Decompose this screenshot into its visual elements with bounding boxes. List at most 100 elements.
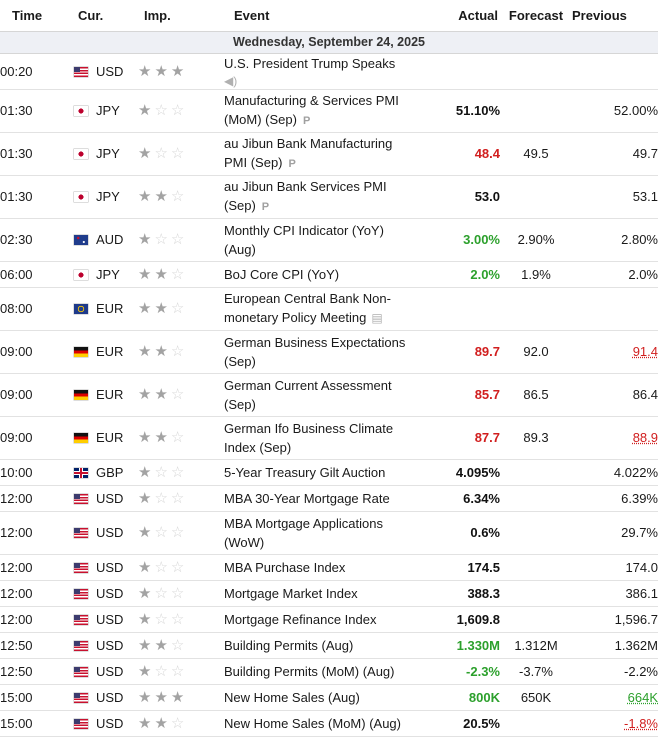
event-name-cell[interactable]: BoJ Core CPI (YoY) [224, 261, 412, 288]
event-name[interactable]: European Central Bank Non-monetary Polic… [224, 291, 391, 325]
star-icon: ☆ [170, 429, 185, 446]
event-currency: USD [74, 554, 138, 581]
event-name[interactable]: MBA Purchase Index [224, 559, 346, 575]
header-event[interactable]: Event [224, 0, 412, 32]
event-row[interactable]: 00:20 USD ★ ★ ★ U.S. President Trump Speaks ◀) [0, 53, 658, 90]
event-importance: ★ ★ ☆ [138, 632, 224, 659]
previous-value: 52.00% [613, 103, 658, 118]
event-row[interactable]: 15:00 USD ★ ★ ☆ New Home Sales (MoM) (Aug) 20.… [0, 710, 658, 737]
event-name[interactable]: Mortgage Market Index [224, 585, 358, 601]
event-time: 01:30 [0, 89, 74, 133]
event-name[interactable]: au Jibun Bank Manufacturing PMI (Sep) [224, 135, 393, 170]
event-row[interactable]: 01:30 JPY ★ ★ ☆ au Jibun Bank Services PMI (S… [0, 175, 658, 219]
event-row[interactable]: 08:00 EUR ★ ★ ☆ European Central Bank Non-mon… [0, 287, 658, 331]
event-name-cell[interactable]: European Central Bank Non-monetary Polic… [224, 287, 412, 331]
event-name-cell[interactable]: German Business Expectations (Sep) [224, 330, 412, 374]
star-icon: ★ [154, 188, 168, 205]
event-name-cell[interactable]: au Jibun Bank Services PMI (Sep) P [224, 175, 412, 219]
event-name[interactable]: 5-Year Treasury Gilt Auction [224, 464, 386, 480]
event-name[interactable]: U.S. President Trump Speaks [224, 55, 396, 71]
event-name-cell[interactable]: Manufacturing & Services PMI (MoM) (Sep)… [224, 89, 412, 133]
star-icon: ★ [138, 265, 152, 283]
event-name-cell[interactable]: Building Permits (Aug) [224, 632, 412, 659]
star-icon: ★ [138, 688, 152, 706]
event-name-cell[interactable]: MBA 30-Year Mortgage Rate [224, 485, 412, 512]
header-actual[interactable]: Actual [412, 0, 500, 32]
event-time: 12:50 [0, 658, 74, 685]
event-row[interactable]: 12:00 USD ★ ☆ ☆ Mortgage Market Index 388.3 386… [0, 580, 658, 607]
event-name[interactable]: New Home Sales (Aug) [224, 689, 360, 705]
header-forecast[interactable]: Forecast [500, 0, 572, 32]
star-icon: ★ [154, 300, 168, 317]
event-name[interactable]: German Current Assessment (Sep) [224, 377, 392, 412]
event-previous: 86.4 [572, 373, 658, 417]
event-name[interactable]: New Home Sales (MoM) (Aug) [224, 715, 401, 731]
event-row[interactable]: 09:00 EUR ★ ★ ☆ German Ifo Business Climate I… [0, 416, 658, 460]
event-name-cell[interactable]: U.S. President Trump Speaks ◀) [224, 53, 412, 90]
event-name-cell[interactable]: MBA Mortgage Applications (WoW) [224, 511, 412, 555]
event-row[interactable]: 12:00 USD ★ ☆ ☆ MBA Purchase Index 174.5 174.0 [0, 554, 658, 581]
event-time: 12:50 [0, 632, 74, 659]
event-name[interactable]: Manufacturing & Services PMI (MoM) (Sep) [224, 92, 399, 127]
event-previous: 6.39% [572, 485, 658, 512]
event-actual: 87.7 [412, 416, 500, 460]
event-name[interactable]: German Ifo Business Climate Index (Sep) [224, 420, 394, 455]
event-name[interactable]: au Jibun Bank Services PMI (Sep) [224, 178, 387, 213]
event-row[interactable]: 15:00 USD ★ ★ ★ New Home Sales (Aug) 800K 650K 6… [0, 684, 658, 711]
flag-us-icon [74, 692, 88, 703]
star-icon: ☆ [170, 636, 185, 654]
previous-value[interactable]: 88.9 [632, 430, 658, 445]
event-row[interactable]: 09:00 EUR ★ ★ ☆ German Business Expectations … [0, 330, 658, 374]
event-importance: ★ ★ ☆ [138, 416, 224, 460]
event-row[interactable]: 12:50 USD ★ ★ ☆ Building Permits (Aug) 1.330M 1… [0, 632, 658, 659]
previous-value[interactable]: 91.4 [632, 344, 658, 359]
event-row[interactable]: 12:00 USD ★ ☆ ☆ Mortgage Refinance Index 1,609… [0, 606, 658, 633]
header-importance[interactable]: Imp. [138, 0, 224, 32]
event-currency: EUR [74, 373, 138, 417]
event-row[interactable]: 01:30 JPY ★ ☆ ☆ au Jibun Bank Manufacturing P… [0, 132, 658, 176]
speaker-icon[interactable]: ◀) [224, 73, 238, 88]
event-row[interactable]: 09:00 EUR ★ ★ ☆ German Current Assessment (Se… [0, 373, 658, 417]
event-name[interactable]: Monthly CPI Indicator (YoY) (Aug) [224, 222, 384, 257]
event-name-cell[interactable]: MBA Purchase Index [224, 554, 412, 581]
star-icon: ★ [138, 714, 152, 732]
event-name-cell[interactable]: 5-Year Treasury Gilt Auction [224, 459, 412, 486]
event-row[interactable]: 12:00 USD ★ ☆ ☆ MBA 30-Year Mortgage Rate 6.34… [0, 485, 658, 512]
star-icon: ☆ [170, 102, 185, 119]
event-name[interactable]: German Business Expectations (Sep) [224, 334, 406, 369]
event-name[interactable]: Mortgage Refinance Index [224, 611, 377, 627]
event-row[interactable]: 02:30 AUD ★ ☆ ☆ Monthly CPI Indicator (YoY) (… [0, 218, 658, 262]
event-name-cell[interactable]: New Home Sales (MoM) (Aug) [224, 710, 412, 737]
event-name-cell[interactable]: German Ifo Business Climate Index (Sep) [224, 416, 412, 460]
header-currency[interactable]: Cur. [74, 0, 138, 32]
document-icon[interactable]: ▤ [371, 311, 383, 325]
flag-jp-icon [74, 192, 88, 202]
event-row[interactable]: 10:00 GBP ★ ☆ ☆ 5-Year Treasury Gilt Auction 4… [0, 459, 658, 486]
event-row[interactable]: 01:30 JPY ★ ☆ ☆ Manufacturing & Services PMI … [0, 89, 658, 133]
event-row[interactable]: 12:50 USD ★ ☆ ☆ Building Permits (MoM) (Aug) -… [0, 658, 658, 685]
event-name[interactable]: Building Permits (Aug) [224, 637, 354, 653]
event-name-cell[interactable]: Mortgage Market Index [224, 580, 412, 607]
event-name[interactable]: MBA Mortgage Applications (WoW) [224, 515, 383, 550]
event-actual: 85.7 [412, 373, 500, 417]
header-previous[interactable]: Previous [572, 0, 658, 32]
event-name[interactable]: MBA 30-Year Mortgage Rate [224, 490, 390, 506]
star-icon: ☆ [170, 265, 185, 283]
event-row[interactable]: 12:00 USD ★ ☆ ☆ MBA Mortgage Applications (Wo… [0, 511, 658, 555]
event-name[interactable]: Building Permits (MoM) (Aug) [224, 663, 395, 679]
previous-value[interactable]: -1.8% [624, 715, 658, 731]
event-previous: 1,596.7 [572, 606, 658, 633]
event-name-cell[interactable]: New Home Sales (Aug) [224, 684, 412, 711]
star-icon: ★ [138, 429, 152, 446]
star-icon: ★ [170, 62, 185, 80]
event-name-cell[interactable]: Mortgage Refinance Index [224, 606, 412, 633]
event-name-cell[interactable]: Monthly CPI Indicator (YoY) (Aug) [224, 218, 412, 262]
event-name-cell[interactable]: Building Permits (MoM) (Aug) [224, 658, 412, 685]
event-name[interactable]: BoJ Core CPI (YoY) [224, 266, 340, 282]
previous-value[interactable]: 664K [627, 689, 658, 705]
event-forecast: -3.7% [500, 658, 572, 685]
event-name-cell[interactable]: au Jibun Bank Manufacturing PMI (Sep) P [224, 132, 412, 176]
event-name-cell[interactable]: German Current Assessment (Sep) [224, 373, 412, 417]
header-time[interactable]: Time [0, 0, 74, 32]
event-row[interactable]: 06:00 JPY ★ ★ ☆ BoJ Core CPI (YoY) 2.0% 1.9% 2.0… [0, 261, 658, 288]
